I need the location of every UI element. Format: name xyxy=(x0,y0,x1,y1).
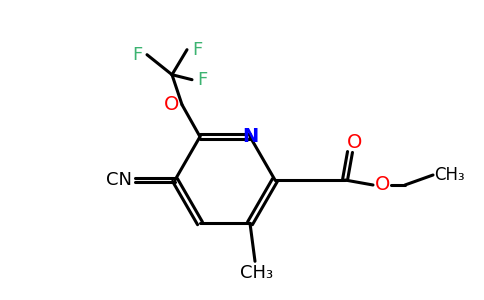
Text: F: F xyxy=(197,71,207,89)
Text: F: F xyxy=(192,41,202,59)
Text: F: F xyxy=(132,46,142,64)
Text: O: O xyxy=(164,95,180,114)
Text: CN: CN xyxy=(106,171,132,189)
Text: N: N xyxy=(242,127,258,146)
Text: CH₃: CH₃ xyxy=(434,166,464,184)
Text: O: O xyxy=(348,133,363,152)
Text: CH₃: CH₃ xyxy=(241,264,273,282)
Text: O: O xyxy=(375,176,391,194)
